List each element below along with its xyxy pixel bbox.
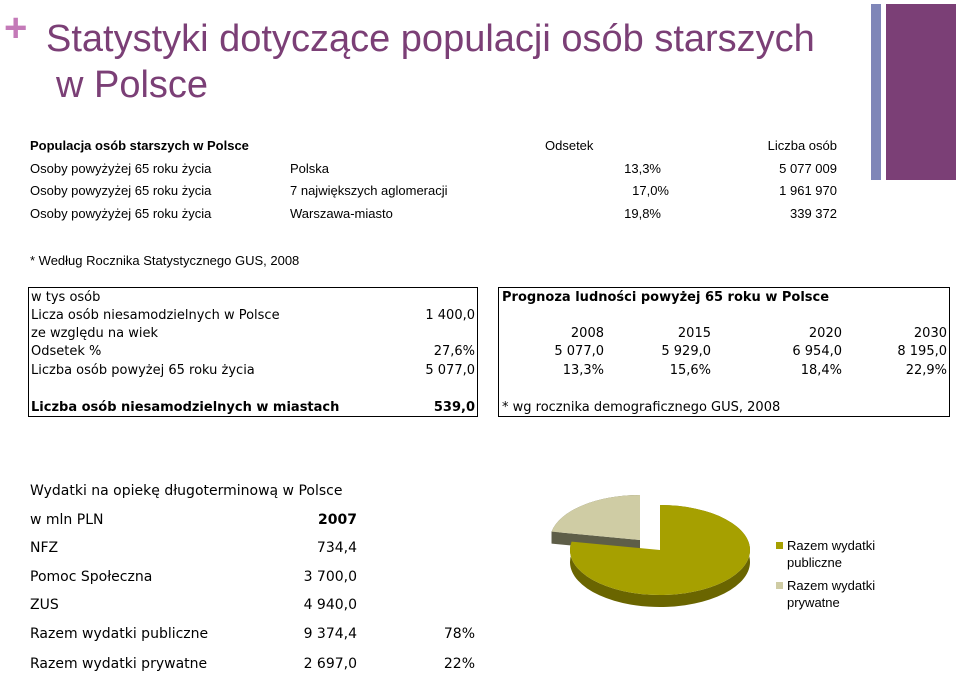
row-liczba: 5 077 009 [779, 161, 837, 176]
legend-swatch-public [776, 542, 783, 549]
city-dependent-value: 539,0 [433, 400, 475, 415]
chart-legend: Razem wydatki publiczne Razem wydatki pr… [776, 537, 896, 611]
legend-item-private: Razem wydatki prywatne [776, 577, 896, 611]
row-region: Polska [290, 161, 330, 176]
legend-item-public: Razem wydatki publiczne [776, 537, 896, 571]
row-label: NFZ [30, 540, 59, 556]
title-line-2: w Polsce [56, 64, 209, 106]
row-odsetek: 19,8% [624, 206, 661, 221]
expenditure-unit: w mln PLN [30, 512, 104, 528]
forecast-title: Prognoza ludności powyżej 65 roku w Pols… [502, 290, 830, 305]
population-2015: 5 929,0 [661, 344, 711, 359]
row-liczba: 1 961 970 [779, 183, 837, 198]
year-2008: 2008 [570, 326, 604, 341]
population-2008: 5 077,0 [554, 344, 604, 359]
expenditure-pie-chart [551, 495, 750, 607]
expenditure-year: 2007 [318, 512, 357, 528]
share-value: 27,6% [433, 344, 475, 359]
row-label: ZUS [30, 597, 59, 613]
row-value: 9 374,4 [303, 626, 357, 642]
table1-header-odsetek: Odsetek [545, 138, 594, 153]
year-2020: 2020 [808, 326, 842, 341]
decor-bar-purple [886, 4, 956, 180]
table1-header-liczba: Liczba osób [767, 138, 837, 153]
row-value: 734,4 [316, 540, 357, 556]
forecast-note: * wg rocznika demograficznego GUS, 2008 [502, 400, 781, 415]
decor-bar-blue [871, 4, 881, 180]
city-dependent-label: Liczba osób niesamodzielnych w miastach [31, 400, 340, 415]
population-2020: 6 954,0 [792, 344, 842, 359]
legend-label-private: Razem wydatki prywatne [787, 578, 876, 610]
row-region: 7 największych aglomeracji [290, 183, 448, 198]
pie-slice-public [570, 505, 750, 595]
row-pct: 78% [443, 626, 475, 642]
expenditure-title: Wydatki na opiekę długoterminową w Polsc… [30, 483, 343, 499]
title-line-1: Statystyki dotyczące populacji osób star… [46, 18, 815, 60]
row-label: Razem wydatki publiczne [30, 626, 209, 642]
dependency-box [28, 287, 478, 417]
table1-note: * Według Rocznika Statystycznego GUS, 20… [30, 253, 300, 268]
over65-value: 5 077,0 [425, 363, 475, 378]
year-2015: 2015 [677, 326, 711, 341]
row-value: 3 700,0 [303, 569, 357, 585]
dependent-total-label: Licza osób niesamodzielnych w Polsce [31, 308, 280, 323]
row-liczba: 339 372 [790, 206, 837, 221]
row-pct: 22% [443, 656, 475, 672]
forecast-box [498, 287, 950, 417]
share-2015: 15,6% [669, 363, 711, 378]
row-label: Osoby powyżyżej 65 roku życia [30, 206, 212, 221]
share-2030: 22,9% [905, 363, 947, 378]
pie-slice-private [551, 495, 640, 540]
row-label: Pomoc Społeczna [30, 569, 153, 585]
share-2020: 18,4% [800, 363, 842, 378]
share-2008: 13,3% [562, 363, 604, 378]
legend-label-public: Razem wydatki publiczne [787, 538, 876, 570]
plus-icon: + [4, 6, 28, 50]
row-label: Osoby powyzyżej 65 roku życia [30, 183, 212, 198]
population-2030: 8 195,0 [897, 344, 947, 359]
row-label: Osoby powyżyżej 65 roku życia [30, 161, 212, 176]
legend-swatch-private [776, 582, 783, 589]
age-reason-label: ze względu na wiek [31, 326, 159, 341]
unit-label: w tys osób [31, 290, 101, 305]
page-title: Statystyki dotyczące populacji osób star… [46, 16, 866, 108]
row-odsetek: 17,0% [632, 183, 669, 198]
row-region: Warszawa-miasto [290, 206, 393, 221]
row-value: 4 940,0 [303, 597, 357, 613]
table1-header-label: Populacja osób starszych w Polsce [30, 138, 249, 153]
row-label: Razem wydatki prywatne [30, 656, 208, 672]
pie-top [551, 495, 750, 595]
over65-label: Liczba osób powyżej 65 roku życia [31, 363, 255, 378]
year-2030: 2030 [913, 326, 947, 341]
row-odsetek: 13,3% [624, 161, 661, 176]
dependent-total-value: 1 400,0 [425, 308, 475, 323]
row-value: 2 697,0 [303, 656, 357, 672]
share-label: Odsetek % [31, 344, 102, 359]
